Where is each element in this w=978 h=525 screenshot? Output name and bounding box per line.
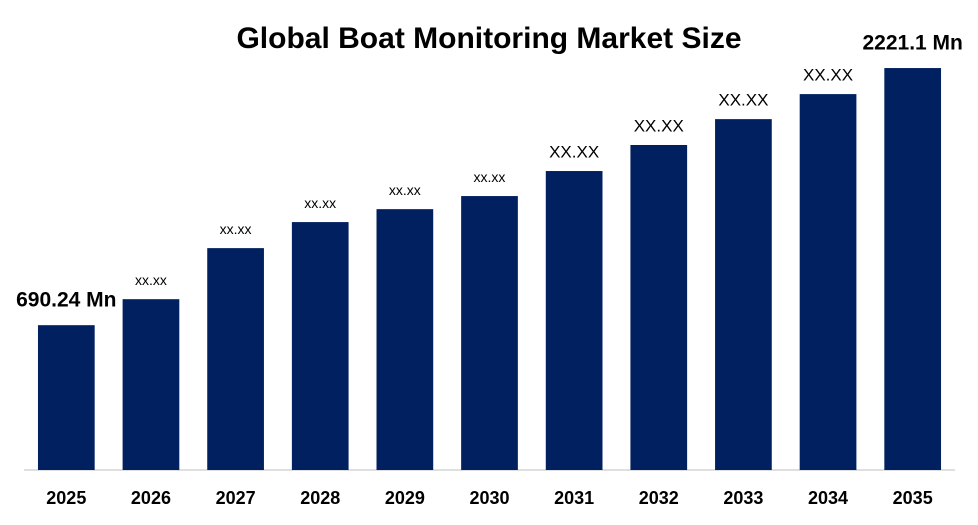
- bar: [461, 196, 518, 471]
- data-label: XX.XX: [803, 66, 853, 85]
- bar: [122, 299, 180, 470]
- data-label: 690.24 Mn: [16, 289, 116, 312]
- x-tick-label: 2032: [639, 488, 679, 508]
- bar: [715, 119, 772, 470]
- data-label: XX.XX: [549, 143, 599, 162]
- data-label: xx.xx: [304, 195, 336, 211]
- data-label: 2221.1 Mn: [862, 32, 962, 55]
- bar: [545, 171, 603, 471]
- x-tick-label: 2031: [554, 488, 594, 508]
- bar: [291, 222, 349, 470]
- x-tick-label: 2026: [131, 488, 171, 508]
- chart-title: Global Boat Monitoring Market Size: [236, 22, 741, 55]
- data-label: xx.xx: [474, 169, 506, 185]
- bar: [376, 209, 434, 470]
- x-tick-label: 2033: [723, 488, 763, 508]
- bar: [799, 94, 857, 470]
- x-tick-label: 2029: [385, 488, 425, 508]
- x-tick-label: 2030: [469, 488, 509, 508]
- bar: [37, 325, 95, 470]
- x-tick-label: 2034: [808, 488, 848, 508]
- data-label: XX.XX: [634, 116, 684, 135]
- data-label: xx.xx: [135, 272, 167, 288]
- data-label: xx.xx: [389, 182, 421, 198]
- x-tick-label: 2028: [300, 488, 340, 508]
- bar: [630, 144, 688, 470]
- bar: [207, 248, 264, 470]
- bar: [884, 68, 942, 470]
- x-tick-label: 2025: [46, 488, 86, 508]
- x-tick-label: 2027: [216, 488, 256, 508]
- data-label: XX.XX: [718, 91, 768, 110]
- x-tick-label: 2035: [893, 488, 933, 508]
- data-label: xx.xx: [220, 221, 252, 237]
